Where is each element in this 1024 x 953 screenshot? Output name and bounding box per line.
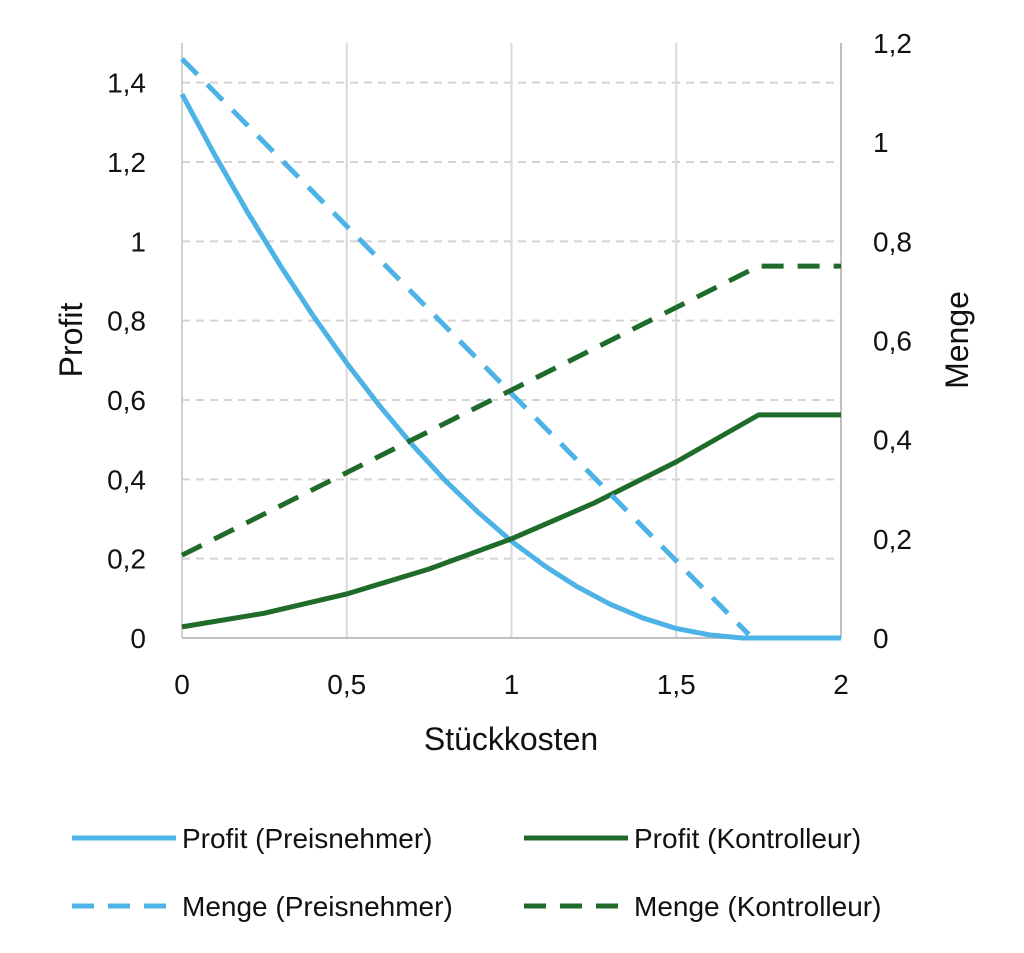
y2-tick-label: 1,2 (873, 28, 912, 59)
legend-label: Menge (Preisnehmer) (182, 891, 453, 922)
y2-tick-label: 0,2 (873, 524, 912, 555)
y-tick-label: 0,6 (107, 385, 146, 416)
y2-tick-label: 0,6 (873, 326, 912, 357)
legend-label: Menge (Kontrolleur) (634, 891, 881, 922)
x-tick-label: 0 (174, 669, 190, 700)
legend-label: Profit (Preisnehmer) (182, 823, 433, 854)
x-tick-label: 2 (833, 669, 849, 700)
y-tick-label: 0,8 (107, 306, 146, 337)
legend: Profit (Preisnehmer) Profit (Kontrolleur)… (72, 823, 881, 922)
series-line-profit-kontrolleur (181, 412, 841, 630)
x-axis-label: Stückkosten (424, 721, 598, 757)
legend-label: Profit (Kontrolleur) (634, 823, 861, 854)
y-axis-label: Profit (53, 303, 89, 378)
y-tick-label: 1,2 (107, 147, 146, 178)
x-tick-label: 1,5 (657, 669, 696, 700)
series-line-menge-kontrolleur (180, 263, 841, 558)
y-tick-label: 0,4 (107, 464, 146, 495)
y-tick-label: 0,2 (107, 544, 146, 575)
x-tick-label: 0,5 (327, 669, 366, 700)
y2-tick-label: 0,4 (873, 425, 912, 456)
y-tick-label: 0 (130, 623, 146, 654)
x-tick-label: 1 (504, 669, 520, 700)
y2-tick-label: 0,8 (873, 226, 912, 257)
y2-tick-label: 0 (873, 623, 889, 654)
y2-axis-label: Menge (939, 291, 975, 389)
series-line-menge-preisnehmer (180, 57, 751, 637)
y-tick-label: 1,4 (107, 68, 146, 99)
y-tick-label: 1 (130, 226, 146, 257)
y2-tick-label: 1 (873, 127, 889, 158)
